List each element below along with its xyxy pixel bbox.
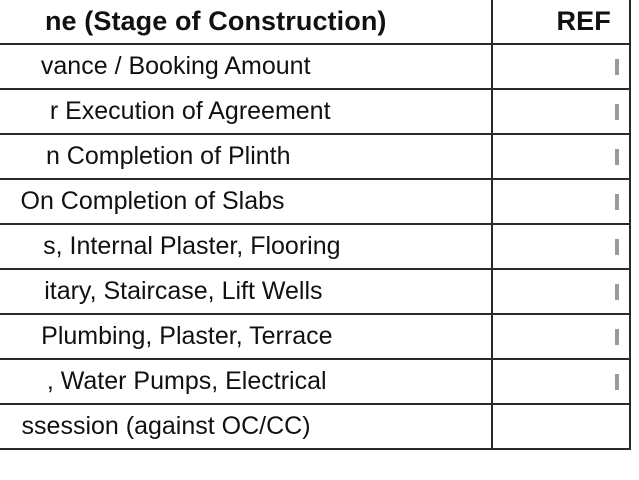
refund-cell <box>490 358 632 405</box>
stage-cell: Plumbing, Plaster, Terrace <box>0 313 493 360</box>
stage-text: , Water Pumps, Electrical <box>46 367 327 395</box>
refund-cell <box>490 88 632 135</box>
stage-text: On Completion of Slabs <box>20 187 285 215</box>
refund-cell-mark <box>614 329 619 345</box>
table-header-row: ne (Stage of Construction) REF <box>0 0 632 45</box>
stage-cell: n Completion of Plinth <box>0 133 493 180</box>
stage-text: Plumbing, Plaster, Terrace <box>41 322 333 350</box>
stage-cell: ssession (against OC/CC) <box>0 403 493 450</box>
stage-text: vance / Booking Amount <box>40 52 311 80</box>
refund-cell-mark <box>614 104 619 120</box>
refund-column-header: REF <box>490 0 632 45</box>
refund-cell <box>490 403 632 450</box>
stage-cell: r Execution of Agreement <box>0 88 493 135</box>
stage-text: ssession (against OC/CC) <box>21 412 311 440</box>
refund-cell <box>490 313 632 360</box>
refund-cell <box>490 43 632 90</box>
table-row: ssession (against OC/CC) <box>0 403 632 450</box>
stage-text: r Execution of Agreement <box>49 97 331 125</box>
refund-cell-mark <box>614 59 619 75</box>
table-row: Plumbing, Plaster, Terrace <box>0 313 632 360</box>
table-row: , Water Pumps, Electrical <box>0 358 632 405</box>
table-row: n Completion of Plinth <box>0 133 632 180</box>
payment-schedule-table: ne (Stage of Construction) REF vance / B… <box>0 0 632 450</box>
refund-cell <box>490 268 632 315</box>
stage-text: s, Internal Plaster, Flooring <box>43 232 341 260</box>
stage-column-header: ne (Stage of Construction) <box>0 0 493 45</box>
table-row: itary, Staircase, Lift Wells <box>0 268 632 315</box>
stage-cell: , Water Pumps, Electrical <box>0 358 493 405</box>
stage-cell: On Completion of Slabs <box>0 178 493 225</box>
table-row: vance / Booking Amount <box>0 43 632 90</box>
refund-cell <box>490 178 632 225</box>
refund-cell-mark <box>614 194 619 210</box>
table-row: On Completion of Slabs <box>0 178 632 225</box>
stage-cell: vance / Booking Amount <box>0 43 493 90</box>
table-row: r Execution of Agreement <box>0 88 632 135</box>
stage-cell: itary, Staircase, Lift Wells <box>0 268 493 315</box>
stage-text: itary, Staircase, Lift Wells <box>44 277 323 305</box>
stage-cell: s, Internal Plaster, Flooring <box>0 223 493 270</box>
refund-cell-mark <box>614 284 619 300</box>
table-row: s, Internal Plaster, Flooring <box>0 223 632 270</box>
refund-cell <box>490 133 632 180</box>
refund-cell-mark <box>614 149 619 165</box>
refund-cell-mark <box>614 374 619 390</box>
stage-text: n Completion of Plinth <box>45 142 291 170</box>
refund-cell-mark <box>614 239 619 255</box>
refund-cell <box>490 223 632 270</box>
